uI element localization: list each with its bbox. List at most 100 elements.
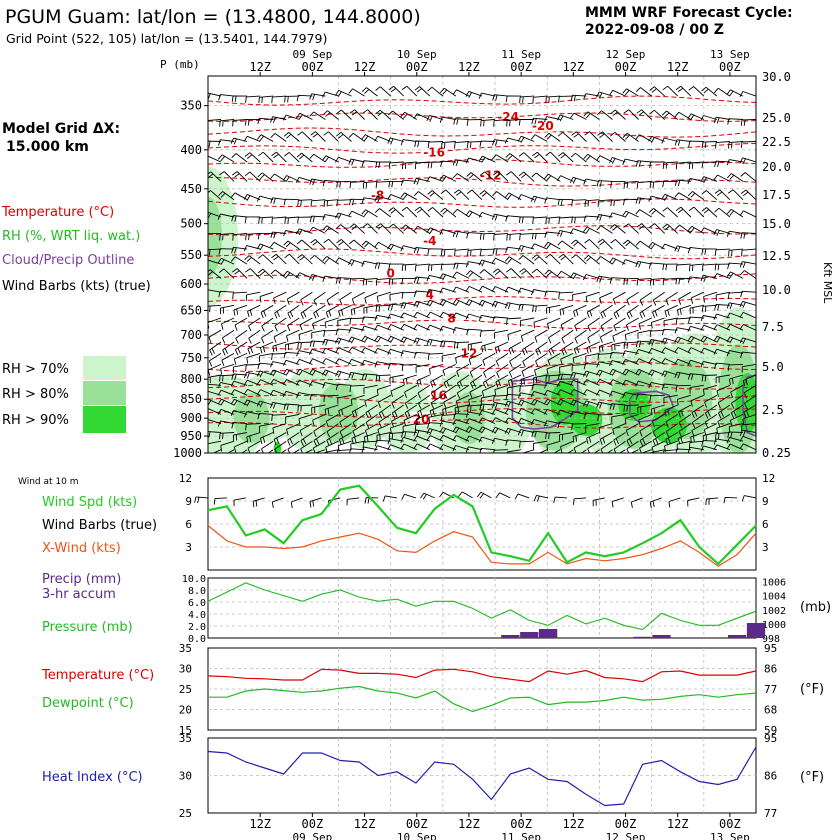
wind-barb — [361, 373, 378, 381]
wind-barb — [704, 394, 718, 408]
wind-barb — [638, 317, 652, 330]
wind-barb — [493, 171, 509, 182]
wind-barb — [531, 232, 548, 240]
wind-barb — [626, 432, 639, 447]
wind-barb — [495, 353, 509, 367]
bottom-date-label: 12 Sep — [606, 831, 646, 840]
wind-barb — [491, 300, 509, 308]
wind-barb — [375, 180, 391, 189]
wind-barb — [535, 353, 548, 367]
wind-barb — [728, 248, 744, 257]
wind-barb — [637, 329, 652, 339]
wind-barb — [596, 91, 613, 99]
wind-barb — [361, 316, 378, 323]
wind-barb — [420, 492, 435, 500]
pressure-tick-label: 800 — [180, 372, 202, 386]
wind-barb — [299, 423, 313, 437]
wind-barb — [544, 173, 561, 182]
wind-barb — [245, 423, 261, 431]
precip-bar — [520, 632, 539, 638]
wind-barb — [348, 88, 365, 97]
wind-barb — [701, 86, 718, 97]
wind-barb — [519, 95, 535, 103]
wind-barb — [387, 348, 404, 355]
wind-barb — [427, 352, 443, 361]
wind-barb — [300, 432, 313, 447]
wind-barb — [538, 449, 548, 453]
wind-barb — [557, 421, 574, 429]
wind-barb — [287, 317, 300, 332]
wind-barb — [531, 117, 548, 125]
wind-barb — [623, 341, 639, 349]
wind-barb — [714, 304, 730, 311]
wind-barb — [218, 290, 235, 298]
wind-barb — [717, 404, 731, 419]
temperature-contour — [208, 158, 756, 168]
wind-barb — [532, 95, 548, 104]
wind-barb — [639, 291, 652, 306]
height-axis-label: Kft MSL — [821, 262, 834, 304]
wind-barb — [530, 134, 548, 142]
wind-barb — [323, 394, 339, 403]
wind-barb — [492, 248, 509, 255]
wind-barb — [465, 90, 483, 98]
wind-barb — [519, 440, 535, 448]
wind-barb — [283, 270, 300, 279]
height-tick-label: 25.0 — [762, 111, 791, 125]
temperature-contour-label: -16 — [423, 145, 445, 159]
wind-barb — [623, 404, 639, 412]
wind-barb — [259, 341, 274, 354]
wind-barb — [586, 341, 600, 354]
wind-barb — [400, 224, 418, 234]
pressure-tick-label: 1006 — [762, 578, 786, 589]
pressure-line — [207, 582, 757, 631]
pressure-tick-label: 500 — [180, 217, 202, 231]
wind-barb — [715, 432, 730, 440]
wind-barb — [613, 317, 626, 332]
wind-barb — [558, 253, 574, 265]
temp-left-tick: 20 — [179, 704, 192, 717]
wind-barb — [740, 232, 756, 239]
wind-barb — [637, 404, 652, 414]
wind-barb — [553, 496, 568, 504]
wind-barb — [544, 290, 561, 298]
pressure-tick-label: 850 — [180, 392, 202, 406]
wind-barb — [742, 374, 756, 387]
wind-barb — [573, 341, 587, 355]
temp-right-tick: 68 — [764, 704, 777, 717]
wind-barb — [352, 414, 365, 428]
wind-barb — [310, 239, 326, 250]
wind-barb — [662, 277, 678, 286]
wind-barb — [233, 440, 248, 453]
wind-barb — [388, 277, 404, 286]
wind-barb — [401, 291, 417, 299]
wind-left-tick: 9 — [185, 495, 192, 508]
temperature-label-bg — [497, 108, 520, 123]
wind-barb — [439, 427, 457, 435]
wind-barb — [506, 384, 522, 395]
wind-barb — [466, 328, 483, 336]
wind-barb — [482, 353, 496, 366]
wind-barb — [218, 248, 235, 255]
legend-x-wind: X-Wind (kts) — [42, 541, 121, 556]
wind-barb — [714, 160, 730, 168]
wind-barb — [217, 257, 235, 265]
wind-barb — [256, 134, 274, 142]
wind-barb — [479, 403, 496, 411]
precip-pressure-panel: 0.02.04.06.08.010.0 998 1000 1002 1004 1006 — [182, 574, 786, 645]
top-time-label: 00Z — [406, 60, 428, 74]
wind-barb — [443, 374, 457, 389]
wind-barb — [600, 440, 613, 453]
wind-barb — [452, 208, 470, 218]
wind-barb — [507, 374, 522, 387]
wind-barb — [690, 394, 704, 407]
wind-barb — [505, 153, 522, 163]
wind-right-tick: 6 — [762, 518, 769, 531]
wind-barb — [348, 132, 365, 142]
wind-barb — [313, 304, 326, 319]
wind-barb — [518, 171, 535, 182]
wind-barb — [388, 207, 405, 218]
wind-barb — [556, 389, 574, 396]
wind-barb — [740, 172, 756, 182]
wind-barb — [491, 437, 509, 445]
